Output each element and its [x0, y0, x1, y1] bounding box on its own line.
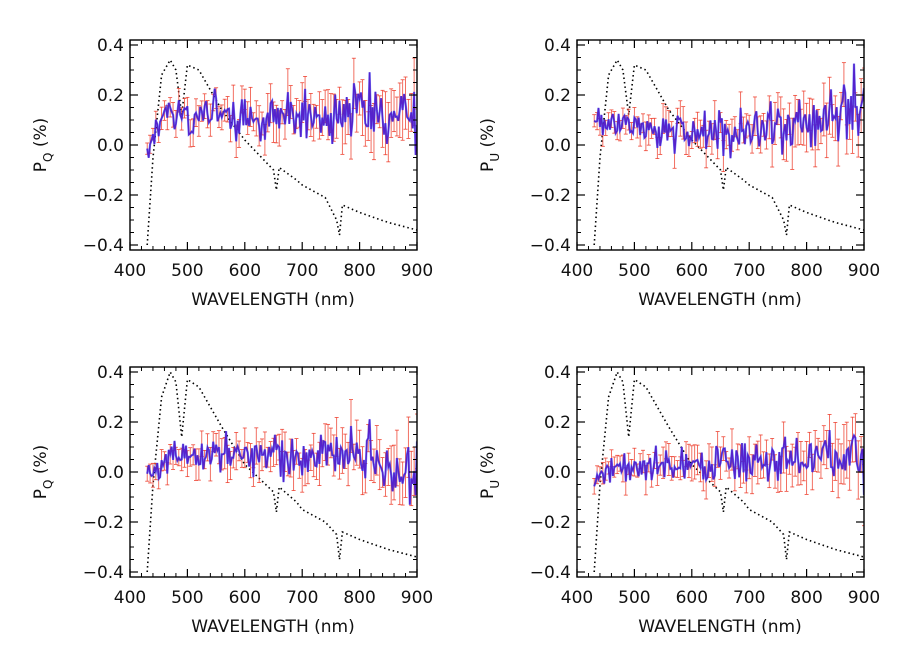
y-tick-label: 0.2 [544, 86, 571, 106]
x-tick-label: 400 [561, 588, 593, 608]
y-axis-title-unit: (%) [31, 445, 51, 474]
x-tick-label: 600 [676, 588, 708, 608]
plot-area [592, 58, 864, 246]
y-axis: 0.4 0.2 0.0 −0.2 −0.4 [83, 36, 417, 256]
y-tick-label: 0.0 [97, 136, 124, 156]
x-axis: 400 500 600 700 800 900 [561, 367, 880, 608]
y-tick-label: −0.2 [83, 186, 124, 206]
reference-spectrum-line [593, 370, 864, 573]
y-tick-label: 0.0 [544, 136, 571, 156]
x-tick-label: 600 [676, 261, 708, 281]
plot-area [145, 370, 417, 573]
x-tick-label: 500 [171, 588, 203, 608]
y-axis-title-unit: (%) [478, 118, 498, 147]
x-tick-label: 900 [848, 261, 880, 281]
x-axis: 400 500 600 700 800 900 [114, 367, 433, 608]
y-tick-label: −0.4 [83, 563, 124, 583]
svg-text:PU (%): PU (%) [478, 445, 502, 499]
x-tick-label: 600 [229, 261, 261, 281]
y-axis-title-subscript: Q [41, 153, 55, 162]
x-tick-label: 500 [171, 261, 203, 281]
x-tick-label: 400 [114, 261, 146, 281]
y-tick-label: 0.2 [544, 413, 571, 433]
y-tick-label: 0.0 [97, 463, 124, 483]
y-axis-title-unit: (%) [478, 445, 498, 474]
x-axis: 400 500 600 700 800 900 [114, 40, 433, 281]
x-tick-label: 700 [286, 588, 318, 608]
x-axis-title: WAVELENGTH (nm) [191, 617, 354, 637]
y-axis-title-subscript: U [488, 480, 502, 489]
y-axis: 0.4 0.2 0.0 −0.2 −0.4 [530, 363, 864, 583]
plot-area [145, 57, 417, 246]
panel-top-right: WAVELENGTH (nm) PU (%) 400 500 600 700 800 90… [478, 36, 880, 310]
y-axis-title-subscript: U [488, 153, 502, 162]
y-axis-title-subscript: Q [41, 480, 55, 489]
x-tick-label: 500 [618, 588, 650, 608]
x-tick-label: 700 [733, 261, 765, 281]
x-tick-label: 700 [733, 588, 765, 608]
y-axis-title: PU (%) [478, 118, 502, 172]
x-tick-label: 600 [229, 588, 261, 608]
plot-frame [576, 39, 865, 251]
x-axis-title: WAVELENGTH (nm) [191, 290, 354, 310]
panel-bottom-right: WAVELENGTH (nm) PU (%) 400 500 600 700 800 90… [478, 363, 880, 637]
x-tick-label: 400 [561, 261, 593, 281]
x-tick-label: 800 [790, 588, 822, 608]
plot-area [592, 370, 864, 573]
x-tick-label: 800 [790, 261, 822, 281]
x-tick-label: 900 [848, 588, 880, 608]
polarization-line [593, 63, 864, 159]
x-tick-label: 900 [401, 588, 433, 608]
polarization-line [593, 430, 864, 496]
x-tick-label: 900 [401, 261, 433, 281]
y-tick-label: 0.2 [97, 86, 124, 106]
x-axis-title: WAVELENGTH (nm) [638, 617, 801, 637]
x-tick-label: 800 [343, 261, 375, 281]
panel-top-left: WAVELENGTH (nm) PQ (%) 400 500 600 700 800 90… [31, 36, 433, 310]
svg-text:PQ (%): PQ (%) [31, 445, 55, 500]
y-axis-title-main: P [31, 162, 51, 172]
y-tick-label: 0.4 [544, 36, 571, 56]
y-tick-label: −0.4 [83, 236, 124, 256]
y-tick-label: 0.0 [544, 463, 571, 483]
y-tick-label: 0.4 [544, 363, 571, 383]
y-axis-title-main: P [31, 489, 51, 499]
y-tick-label: 0.4 [97, 363, 124, 383]
panel-bottom-left: WAVELENGTH (nm) PQ (%) 400 500 600 700 800 90… [31, 363, 433, 637]
svg-text:PQ (%): PQ (%) [31, 118, 55, 173]
reference-spectrum-line [146, 58, 417, 246]
y-axis-title: PQ (%) [31, 118, 55, 173]
x-tick-label: 500 [618, 261, 650, 281]
y-tick-label: 0.4 [97, 36, 124, 56]
y-tick-label: −0.4 [530, 236, 571, 256]
y-tick-label: −0.2 [530, 186, 571, 206]
x-tick-label: 800 [343, 588, 375, 608]
x-axis-title: WAVELENGTH (nm) [638, 290, 801, 310]
y-tick-label: −0.2 [530, 513, 571, 533]
reference-spectrum-line [146, 370, 417, 573]
polarization-line [146, 72, 417, 158]
polarization-line [146, 419, 417, 505]
y-axis-title-main: P [478, 162, 498, 172]
y-axis-title: PQ (%) [31, 445, 55, 500]
y-tick-label: −0.4 [530, 563, 571, 583]
y-axis: 0.4 0.2 0.0 −0.2 −0.4 [530, 36, 864, 256]
x-axis: 400 500 600 700 800 900 [561, 40, 880, 281]
svg-text:PU (%): PU (%) [478, 118, 502, 172]
y-tick-label: 0.2 [97, 413, 124, 433]
reference-spectrum-line [593, 58, 864, 246]
y-axis-title: PU (%) [478, 445, 502, 499]
x-tick-label: 400 [114, 588, 146, 608]
x-tick-label: 700 [286, 261, 318, 281]
y-axis-title-main: P [478, 489, 498, 499]
y-tick-label: −0.2 [83, 513, 124, 533]
y-axis-title-unit: (%) [31, 118, 51, 147]
y-axis: 0.4 0.2 0.0 −0.2 −0.4 [83, 363, 417, 583]
